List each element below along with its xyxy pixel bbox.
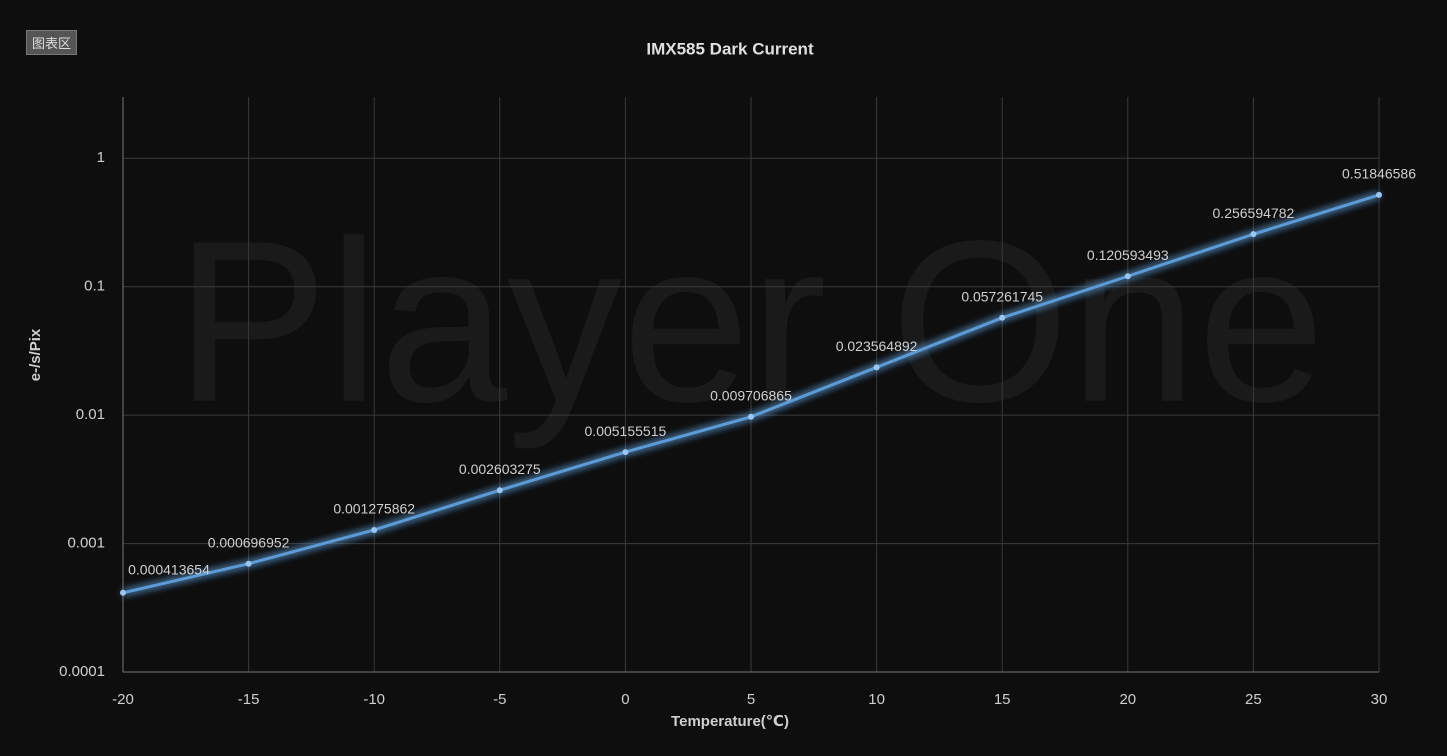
data-point [496, 487, 503, 494]
data-label: 0.023564892 [836, 338, 918, 354]
data-point [999, 314, 1006, 321]
data-label: 0.009706865 [710, 388, 792, 404]
watermark: Player One [175, 193, 1326, 450]
data-point [748, 413, 754, 420]
data-point [245, 560, 252, 567]
data-point [1376, 191, 1382, 198]
x-tick-label: 5 [747, 691, 755, 708]
data-label: 0.001275862 [333, 501, 415, 517]
data-label: 0.057261745 [961, 289, 1043, 305]
data-point [1124, 273, 1131, 280]
x-tick-label: -15 [238, 691, 260, 708]
chart-area-badge: 图表区 [26, 30, 78, 55]
x-tick-label: 15 [994, 691, 1011, 708]
x-tick-label: 20 [1119, 691, 1136, 708]
data-point [873, 364, 880, 371]
data-label: 0.000413654 [128, 562, 210, 578]
data-point [120, 589, 126, 596]
y-tick-label: 0.0001 [59, 663, 105, 680]
x-tick-label: 25 [1245, 691, 1262, 708]
data-label: 0.120593493 [1087, 247, 1169, 263]
x-tick-label: 0 [621, 691, 629, 708]
data-point [371, 526, 378, 533]
x-tick-label: 30 [1371, 691, 1388, 708]
y-tick-label: 0.1 [84, 278, 105, 295]
data-label: 0.000696952 [208, 534, 290, 550]
x-tick-label: -5 [493, 691, 506, 708]
x-tick-label: -10 [363, 691, 385, 708]
data-label: 0.002603275 [459, 461, 541, 477]
data-label: 0.005155515 [585, 423, 667, 439]
x-axis-label: Temperature(℃) [671, 713, 789, 730]
data-point [1250, 231, 1257, 238]
x-tick-label: 10 [868, 691, 885, 708]
data-label: 0.256594782 [1213, 205, 1295, 221]
y-tick-label: 0.01 [76, 406, 105, 423]
data-label: 0.51846586 [1342, 166, 1416, 182]
y-tick-label: 0.001 [67, 535, 105, 552]
y-tick-label: 1 [97, 149, 105, 166]
data-point [622, 449, 629, 456]
chart-title: IMX585 Dark Current [646, 39, 814, 58]
x-tick-label: -20 [112, 691, 134, 708]
y-axis-label: e-/s/Pix [27, 328, 44, 381]
